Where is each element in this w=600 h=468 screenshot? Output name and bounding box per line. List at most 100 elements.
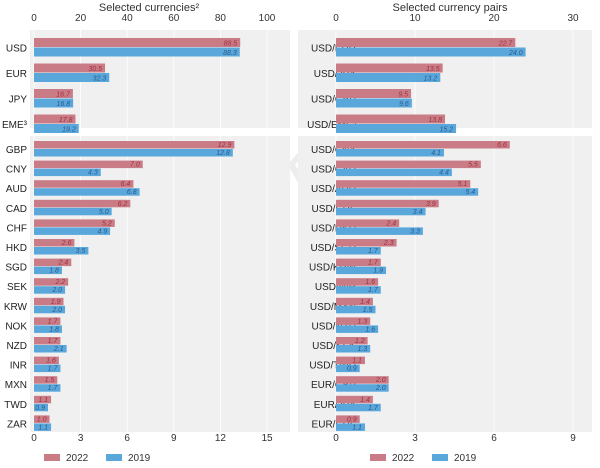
category-label: USD/AUD: [311, 184, 356, 195]
category-label: EME³: [2, 120, 28, 131]
bar-label-2022: 12.9: [218, 142, 232, 149]
bar-label-2019: 16.8: [57, 101, 71, 108]
bar-label-2022: 6.2: [118, 201, 128, 208]
bar-label-2022: 88.5: [224, 41, 238, 48]
bar-label-2019: 5.0: [99, 209, 109, 216]
category-label: CNY: [6, 165, 27, 176]
bar-label-2019: 3.5: [76, 248, 86, 255]
bar-2019: [336, 423, 365, 431]
bar-label-2019: 5.4: [465, 189, 475, 196]
legend-swatch-2022: [370, 454, 386, 461]
bar-2019: [34, 149, 233, 157]
bar-2022: [34, 297, 64, 306]
bar-label-2022: 22.7: [498, 41, 514, 48]
bar-label-2019: 9.6: [399, 101, 409, 108]
x-tick-label: 0: [31, 433, 37, 444]
bar-2022: [34, 219, 115, 227]
bar-2022: [34, 38, 241, 47]
bar-label-2022: 7.0: [130, 162, 140, 169]
bar-2019: [34, 286, 66, 294]
bar-2022: [34, 278, 69, 286]
bar-2022: [34, 258, 72, 267]
bar-label-2022: 17.8: [59, 117, 73, 124]
bar-2019: [34, 73, 110, 82]
bar-label-2022: 2.2: [54, 279, 65, 286]
bar-2019: [336, 364, 360, 373]
bar-2019: [34, 227, 111, 235]
x-tick-label: 3: [412, 433, 418, 444]
bar-label-2022: 2.4: [58, 260, 69, 267]
bar-label-2022: 3.9: [426, 201, 436, 208]
legend-swatch-2022: [44, 454, 60, 461]
bar-2019: [336, 227, 423, 235]
x-tick-label: 40: [122, 13, 134, 24]
bar-label-2022: 1.7: [368, 260, 379, 267]
bar-2019: [336, 384, 389, 392]
bar-label-2019: 1.8: [49, 326, 59, 333]
bar-label-2019: 3.4: [413, 209, 423, 216]
bar-label-2022: 1.3: [357, 318, 367, 325]
bar-label-2019: 24.0: [508, 50, 523, 57]
bar-label-2019: 1.7: [368, 248, 379, 255]
bar-2019: [336, 345, 371, 353]
category-label: USD/SGD: [310, 243, 356, 254]
bar-2019: [34, 345, 67, 353]
bar-2019: [336, 325, 379, 333]
bar-label-2022: 1.9: [51, 299, 61, 306]
bar-2022: [336, 337, 368, 345]
bar-2022: [336, 114, 446, 124]
bar-label-2019: 12.8: [216, 150, 230, 157]
category-label: USD/NZD: [312, 321, 356, 332]
bar-2019: [34, 124, 79, 133]
legend-swatch-2019: [106, 454, 122, 461]
bar-label-2019: 4.9: [97, 228, 107, 235]
category-label: USD/GBP: [311, 95, 356, 106]
bar-label-2019: 3.3: [410, 228, 420, 235]
bar-2019: [34, 98, 74, 108]
bar-2019: [336, 73, 441, 82]
bar-label-2019: 19.2: [62, 127, 76, 134]
category-label: USD/EME³: [307, 120, 357, 131]
bar-2019: [34, 305, 66, 314]
category-label: USD: [6, 44, 27, 55]
bar-2019: [336, 266, 387, 275]
bar-2022: [336, 278, 379, 286]
bar-label-2019: 2.0: [51, 287, 62, 294]
x-tick-label: 6: [124, 433, 130, 444]
bar-label-2019: 0.9: [35, 405, 45, 412]
bar-2022: [34, 239, 75, 247]
bar-2019: [34, 168, 101, 177]
bar-label-2019: 13.2: [424, 76, 438, 83]
bar-2019: [34, 188, 140, 196]
bar-label-2022: 1.1: [352, 358, 362, 365]
bar-2022: [336, 356, 365, 365]
bar-2022: [336, 415, 360, 423]
bar-label-2022: 6.6: [497, 142, 507, 149]
category-label: TWD: [4, 400, 27, 411]
bar-label-2019: 1.1: [38, 424, 48, 431]
bar-2022: [336, 297, 373, 306]
legend-swatch-2019: [432, 454, 448, 461]
bar-2019: [336, 286, 381, 294]
bar-label-2019: 1.6: [365, 326, 375, 333]
bar-2019: [336, 207, 426, 216]
bar-2019: [34, 247, 89, 255]
bar-label-2019: 4.4: [439, 170, 449, 177]
bar-label-2022: 1.6: [365, 279, 375, 286]
bar-2022: [34, 89, 73, 98]
x-tick-label: 0: [333, 13, 339, 24]
chart-title: Selected currency pairs: [393, 2, 508, 14]
category-label: SGD: [5, 263, 27, 274]
bar-2022: [336, 38, 516, 47]
bar-2019: [336, 403, 381, 412]
bar-2022: [336, 239, 397, 247]
category-label: NZD: [6, 341, 27, 352]
x-tick-label: 0: [333, 433, 339, 444]
bar-label-2022: 1.0: [37, 416, 47, 423]
chart-title: Selected currencies²: [99, 2, 200, 14]
bar-label-2019: 1.3: [357, 346, 367, 353]
bar-2019: [336, 124, 457, 133]
bar-2022: [34, 180, 134, 188]
bar-label-2019: 2.0: [375, 385, 386, 392]
bar-2022: [336, 258, 381, 267]
